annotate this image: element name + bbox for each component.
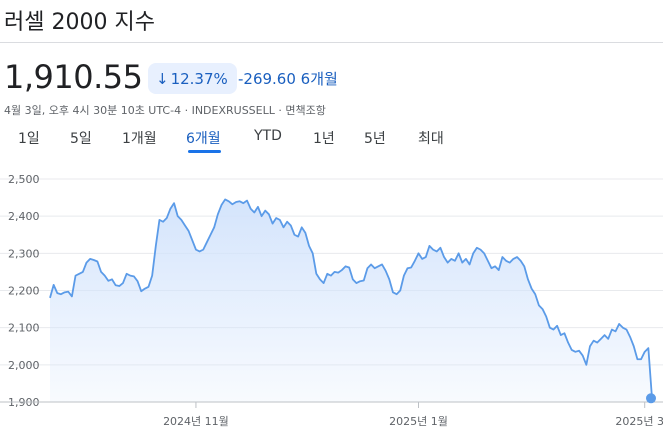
x-tick-label: 2024년 11월 [163, 415, 229, 428]
last-point-marker [646, 393, 656, 404]
percent-change-value: 12.37% [170, 69, 228, 88]
absolute-change: -269.60 6개월 [238, 70, 338, 88]
y-tick-label: 2,500 [8, 173, 40, 186]
price-chart[interactable]: 1,9002,0002,1002,2002,3002,4002,5002024년… [0, 160, 663, 442]
y-tick-label: 2,400 [8, 210, 40, 223]
tab-ytd[interactable]: YTD [254, 128, 282, 144]
header-divider [0, 42, 663, 43]
tab-1d[interactable]: 1일 [18, 131, 40, 147]
current-price: 1,910.55 [4, 58, 143, 96]
y-tick-label: 2,000 [8, 359, 40, 372]
tab-5y[interactable]: 5년 [364, 131, 386, 147]
tab-1y[interactable]: 1년 [313, 131, 335, 147]
x-tick-label: 2025년 1월 [389, 415, 448, 428]
y-tick-label: 2,200 [8, 285, 40, 298]
area-fill [50, 199, 652, 402]
active-tab-indicator [188, 150, 221, 153]
tab-6m[interactable]: 6개월 [186, 131, 221, 147]
page-title: 러셀 2000 지수 [4, 10, 155, 35]
series-line [49, 198, 653, 399]
range-tabs: 1일 5일 1개월 6개월 YTD 1년 5년 최대 [0, 128, 663, 153]
y-tick-label: 2,100 [8, 322, 40, 335]
tab-5d[interactable]: 5일 [70, 131, 92, 147]
tab-max[interactable]: 최대 [418, 131, 444, 147]
percent-change-badge: ↓ 12.37% [148, 63, 237, 94]
x-tick-label: 2025년 3월 [615, 415, 663, 428]
arrow-down-icon: ↓ [156, 69, 169, 88]
y-tick-label: 2,300 [8, 247, 40, 260]
tab-1m[interactable]: 1개월 [122, 131, 157, 147]
quote-meta: 4월 3일, 오후 4시 30분 10초 UTC-4 · INDEXRUSSEL… [4, 104, 326, 117]
